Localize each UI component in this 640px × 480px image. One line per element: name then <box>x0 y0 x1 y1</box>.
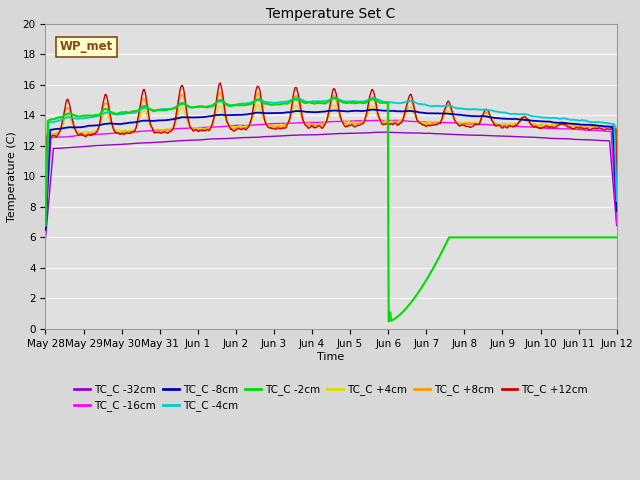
Legend: TC_C -32cm, TC_C -16cm, TC_C -8cm, TC_C -4cm, TC_C -2cm, TC_C +4cm, TC_C +8cm, T: TC_C -32cm, TC_C -16cm, TC_C -8cm, TC_C … <box>70 380 592 416</box>
TC_C +12cm <box>42 198 49 204</box>
TC_C -32cm <box>42 236 49 241</box>
TC_C +12cm <box>199 127 207 133</box>
TC_C -32cm <box>111 142 118 147</box>
TC_C -16cm <box>199 125 207 131</box>
TC_C -8cm <box>42 227 49 232</box>
TC_C +8cm <box>52 131 60 137</box>
TC_C -16cm <box>111 130 118 136</box>
TC_C -4cm <box>169 106 177 111</box>
TC_C +4cm <box>613 191 621 196</box>
X-axis label: Time: Time <box>317 351 345 361</box>
Title: Temperature Set C: Temperature Set C <box>266 7 396 21</box>
TC_C -2cm <box>169 106 177 112</box>
TC_C +12cm <box>52 133 60 139</box>
TC_C -16cm <box>613 221 621 227</box>
TC_C -32cm <box>52 145 60 151</box>
TC_C -32cm <box>401 130 409 136</box>
TC_C -4cm <box>52 119 60 124</box>
TC_C -4cm <box>418 101 426 107</box>
TC_C +8cm <box>216 89 224 95</box>
Line: TC_C -2cm: TC_C -2cm <box>45 98 617 322</box>
TC_C -4cm <box>613 198 621 204</box>
TC_C +12cm <box>613 192 621 198</box>
TC_C -32cm <box>381 129 388 135</box>
TC_C -4cm <box>401 99 409 105</box>
TC_C -8cm <box>613 208 621 214</box>
TC_C -4cm <box>199 104 207 109</box>
TC_C +12cm <box>111 129 118 134</box>
TC_C -32cm <box>613 223 621 228</box>
TC_C -8cm <box>111 121 118 127</box>
TC_C +8cm <box>199 127 207 132</box>
Line: TC_C +8cm: TC_C +8cm <box>45 92 617 200</box>
TC_C +12cm <box>216 80 224 86</box>
TC_C -32cm <box>169 138 177 144</box>
TC_C -16cm <box>401 118 409 124</box>
Text: WP_met: WP_met <box>60 40 113 53</box>
Line: TC_C -8cm: TC_C -8cm <box>45 109 617 229</box>
TC_C -2cm <box>111 110 118 116</box>
TC_C -16cm <box>418 119 426 125</box>
TC_C +4cm <box>169 125 177 131</box>
TC_C -2cm <box>52 115 60 121</box>
TC_C -16cm <box>52 134 60 140</box>
TC_C -4cm <box>42 223 49 228</box>
Line: TC_C -4cm: TC_C -4cm <box>45 97 617 226</box>
TC_C -16cm <box>42 224 49 230</box>
TC_C +8cm <box>169 125 177 131</box>
TC_C +8cm <box>401 110 409 116</box>
TC_C -32cm <box>418 130 426 136</box>
TC_C -8cm <box>401 108 409 114</box>
TC_C -16cm <box>169 126 177 132</box>
Line: TC_C -16cm: TC_C -16cm <box>45 120 617 227</box>
TC_C -2cm <box>613 235 621 240</box>
TC_C -8cm <box>169 117 177 122</box>
TC_C +12cm <box>418 122 426 128</box>
TC_C -4cm <box>332 95 339 100</box>
TC_C -2cm <box>385 319 392 324</box>
Line: TC_C +12cm: TC_C +12cm <box>45 83 617 201</box>
TC_C +4cm <box>401 112 409 118</box>
TC_C -2cm <box>42 222 49 228</box>
TC_C +4cm <box>111 126 118 132</box>
TC_C +4cm <box>52 130 60 135</box>
TC_C +4cm <box>255 102 262 108</box>
TC_C -4cm <box>111 112 118 118</box>
Line: TC_C +4cm: TC_C +4cm <box>45 105 617 199</box>
Line: TC_C -32cm: TC_C -32cm <box>45 132 617 239</box>
Y-axis label: Temperature (C): Temperature (C) <box>7 131 17 222</box>
TC_C +12cm <box>401 107 409 113</box>
TC_C +12cm <box>169 126 177 132</box>
TC_C +4cm <box>199 126 207 132</box>
TC_C -2cm <box>331 95 339 101</box>
TC_C +4cm <box>42 196 49 202</box>
TC_C -2cm <box>199 104 207 109</box>
TC_C -16cm <box>392 118 399 123</box>
TC_C +8cm <box>111 128 118 133</box>
TC_C -2cm <box>403 305 410 311</box>
TC_C +8cm <box>613 191 621 197</box>
TC_C -8cm <box>52 126 60 132</box>
TC_C -8cm <box>369 107 376 112</box>
TC_C +8cm <box>42 197 49 203</box>
TC_C -8cm <box>199 114 207 120</box>
TC_C +4cm <box>418 119 426 125</box>
TC_C -2cm <box>419 283 427 288</box>
TC_C +8cm <box>418 121 426 127</box>
TC_C -32cm <box>199 137 207 143</box>
TC_C -8cm <box>418 110 426 116</box>
